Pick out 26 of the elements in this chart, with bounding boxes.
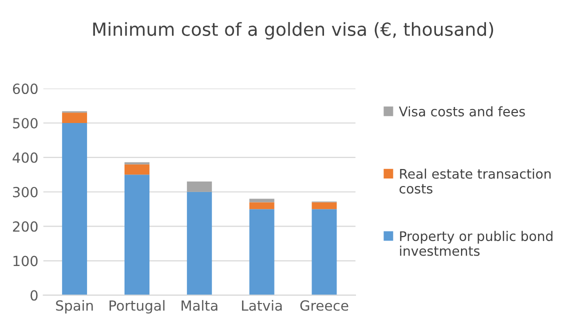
x-tick-label: Portugal	[110, 300, 164, 314]
y-tick-label: 200	[12, 221, 38, 232]
legend-label: Visa costs and fees	[398, 106, 525, 116]
x-tick-label: Greece	[300, 300, 348, 311]
x-tick-label: Spain	[56, 300, 93, 314]
y-tick-label: 600	[12, 84, 38, 94]
bar	[124, 164, 150, 175]
y-tick-label: 400	[12, 152, 38, 163]
y-tick-label: 100	[14, 256, 38, 266]
bar	[62, 112, 88, 123]
y-tick-label: 0	[30, 290, 38, 301]
bar	[312, 202, 337, 210]
x-tick-label: Latvia	[242, 300, 282, 311]
x-tick-label: Malta	[182, 300, 218, 311]
bar	[249, 202, 274, 210]
legend-label: Property or public bond investments	[400, 230, 552, 256]
bar	[62, 123, 88, 296]
bar	[124, 174, 150, 296]
bar	[186, 182, 212, 192]
bar	[186, 192, 212, 296]
chart-title: Minimum cost of a golden visa (€, thousand)	[93, 22, 494, 40]
y-tick-label: 500	[13, 118, 38, 128]
legend-label: Real estate transaction costs	[400, 168, 551, 194]
bar	[312, 209, 337, 296]
bar	[249, 209, 274, 296]
y-tick-label: 300	[13, 186, 38, 198]
